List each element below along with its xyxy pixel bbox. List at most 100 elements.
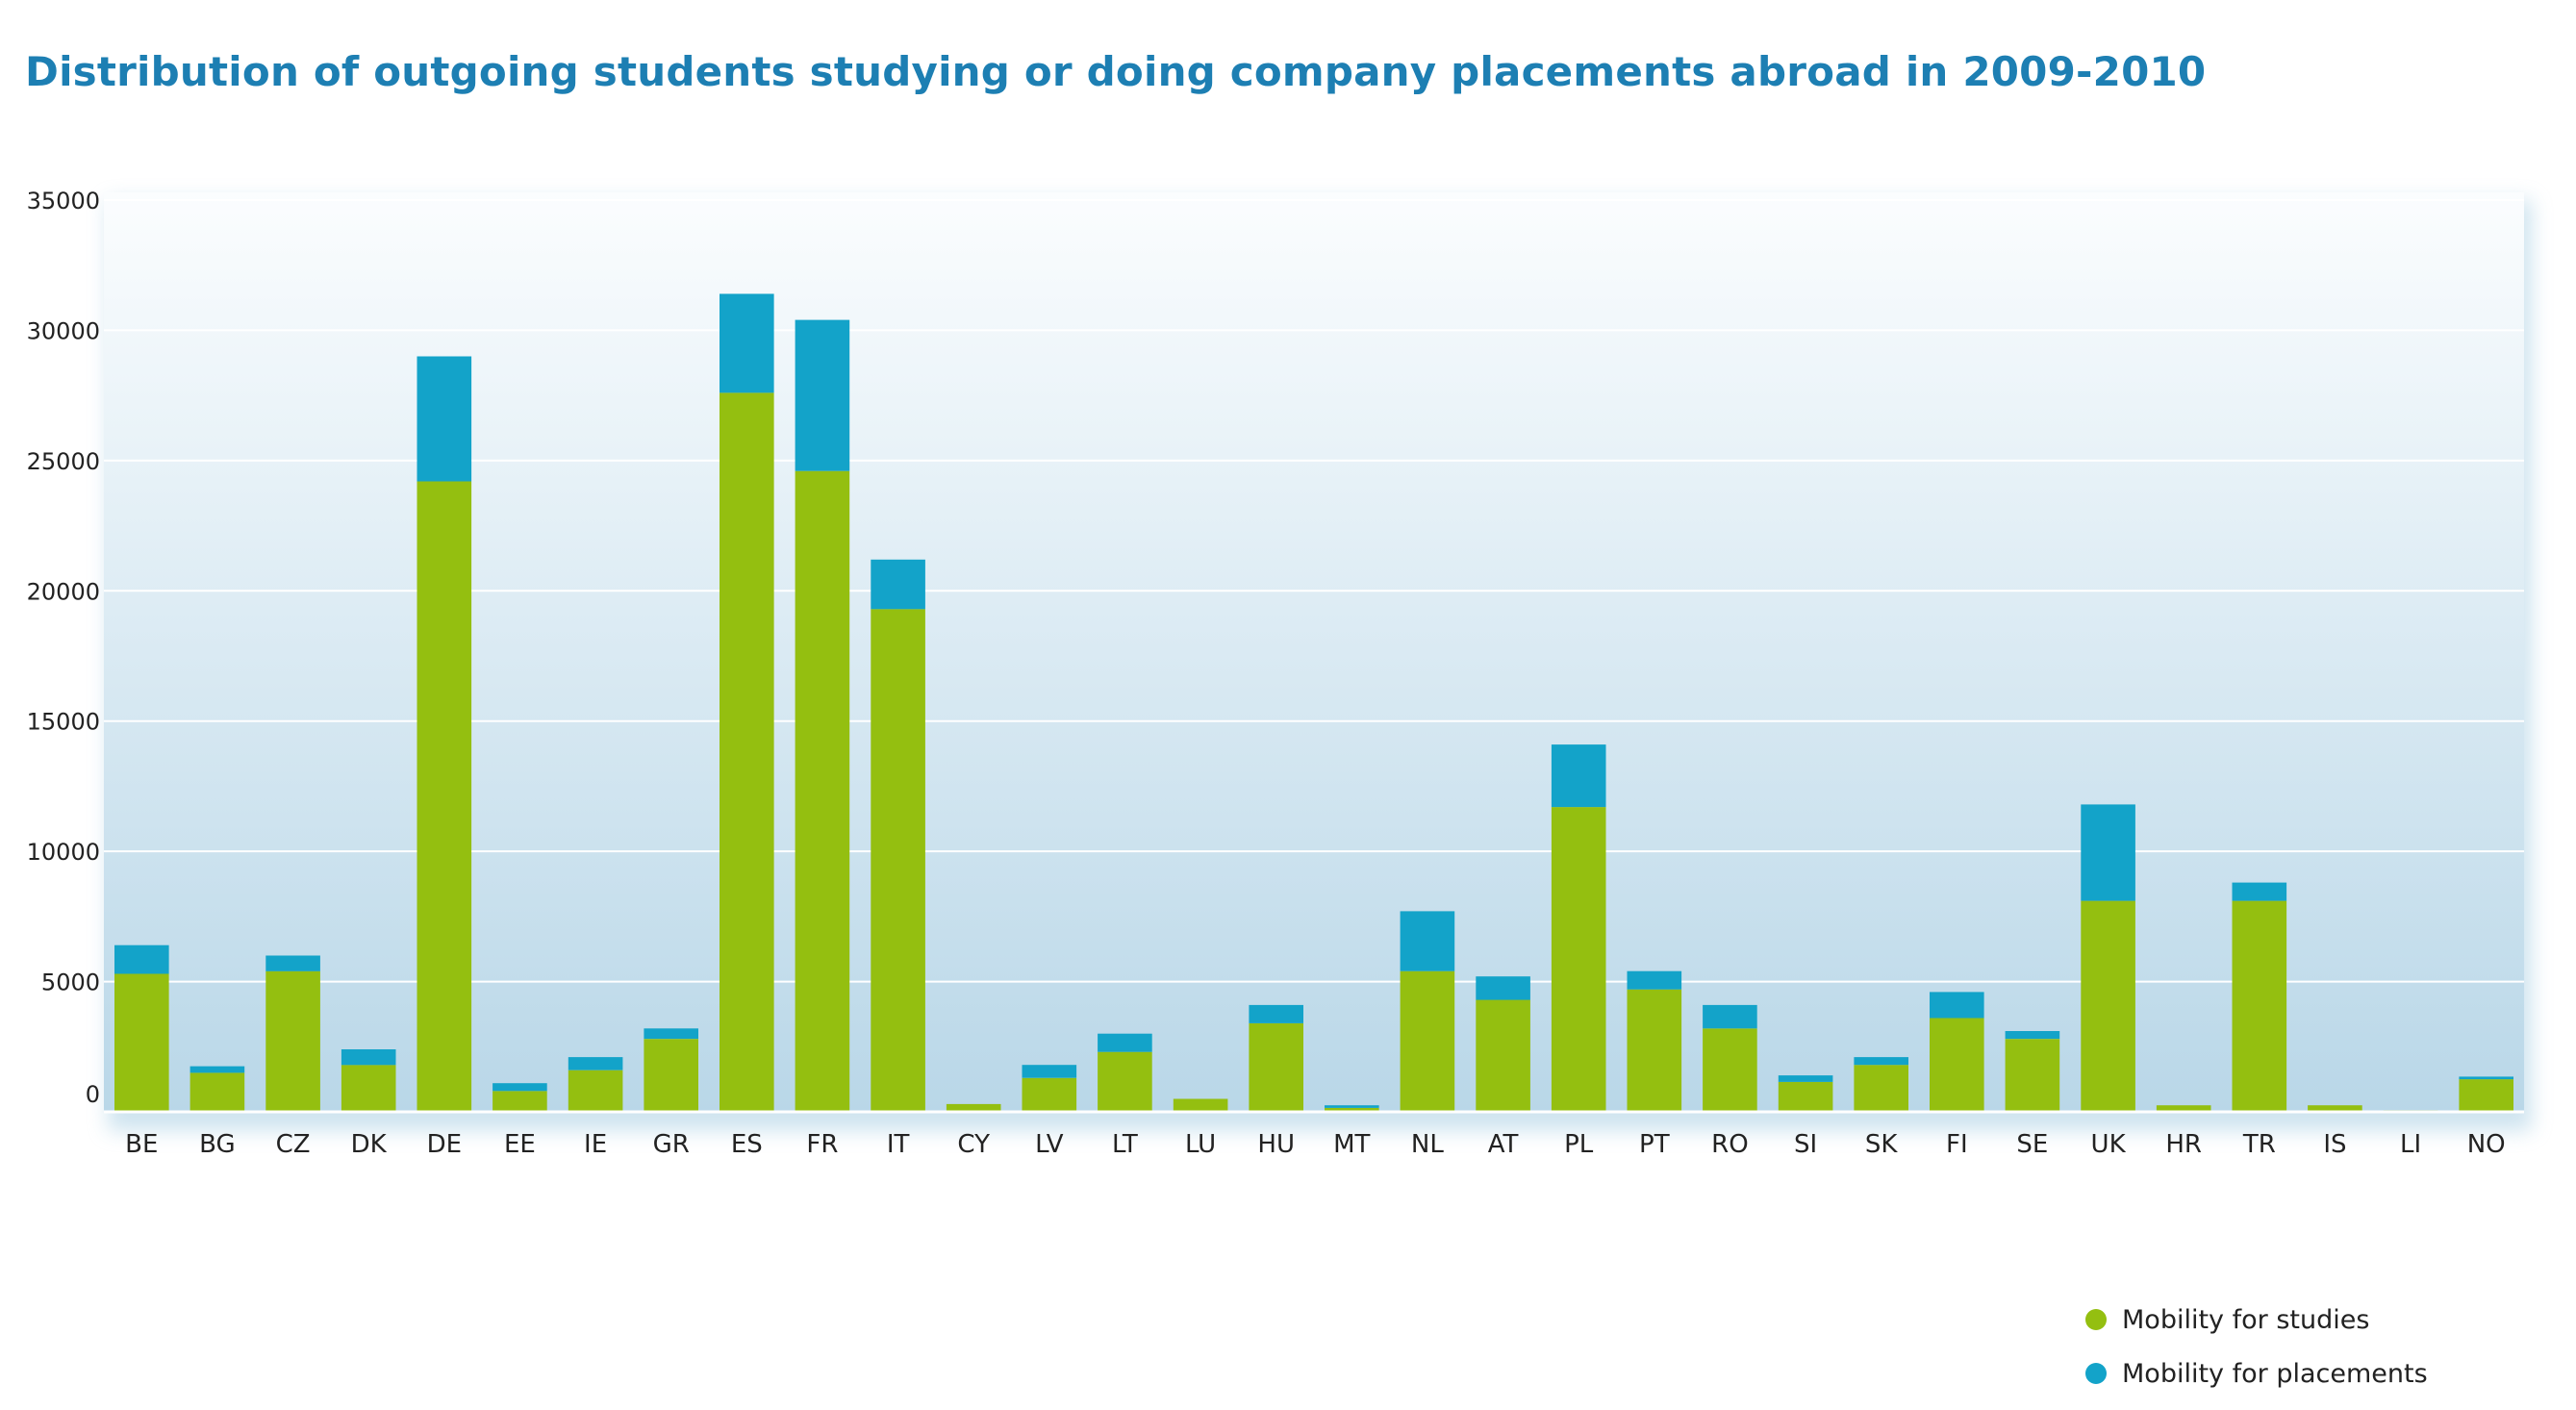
bar-se-placements	[2005, 1031, 2060, 1040]
x-tick-label-mt: MT	[1333, 1130, 1370, 1159]
bar-gr-placements	[644, 1028, 698, 1040]
y-tick-label: 5000	[41, 969, 100, 996]
bar-it-studies	[871, 609, 925, 1112]
x-tick-label-lt: LT	[1112, 1130, 1138, 1159]
bar-dk-studies	[341, 1065, 396, 1112]
bar-tr-placements	[2232, 882, 2287, 901]
bar-nl-placements	[1400, 911, 1455, 971]
x-tick-label-uk: UK	[2091, 1130, 2127, 1159]
bar-tr-studies	[2232, 900, 2287, 1112]
y-tick-label: 0	[86, 1081, 100, 1108]
bar-lt-placements	[1098, 1033, 1152, 1052]
bar-pt-studies	[1627, 989, 1682, 1112]
x-tick-label-tr: TR	[2242, 1130, 2276, 1159]
bar-be-studies	[114, 973, 169, 1112]
x-tick-label-gr: GR	[653, 1130, 690, 1159]
y-tick-label: 15000	[27, 709, 100, 736]
x-tick-label-fr: FR	[806, 1130, 838, 1159]
x-tick-label-dk: DK	[351, 1130, 388, 1159]
bar-hu-studies	[1249, 1022, 1303, 1112]
legend-item-studies: Mobility for studies	[2085, 1302, 2428, 1337]
bar-fr-studies	[795, 470, 850, 1112]
bar-uk-placements	[2081, 804, 2135, 901]
bar-de-studies	[417, 481, 472, 1112]
bar-no-placements	[2459, 1076, 2513, 1080]
bar-bg-studies	[189, 1072, 245, 1112]
x-tick-label-it: IT	[887, 1130, 910, 1159]
bar-cz-placements	[265, 955, 320, 971]
x-tick-label-ee: EE	[504, 1130, 536, 1159]
bar-is-studies	[2308, 1105, 2362, 1112]
bar-cy-studies	[946, 1103, 1001, 1112]
x-tick-label-cy: CY	[957, 1130, 990, 1159]
bar-no-studies	[2459, 1079, 2513, 1112]
bar-es-studies	[720, 392, 774, 1112]
x-tick-label-lv: LV	[1035, 1130, 1064, 1159]
y-tick-label: 25000	[27, 448, 100, 475]
bar-pt-placements	[1627, 970, 1682, 990]
bar-ie-placements	[568, 1057, 623, 1070]
bar-ro-studies	[1703, 1028, 1757, 1112]
x-tick-label-cz: CZ	[276, 1130, 311, 1159]
bar-uk-studies	[2081, 900, 2135, 1112]
x-tick-label-es: ES	[731, 1130, 763, 1159]
y-tick-label: 20000	[27, 578, 100, 605]
legend-dot-studies	[2085, 1309, 2107, 1330]
chart-title: Distribution of outgoing students studyi…	[25, 48, 2207, 95]
x-tick-label-se: SE	[2016, 1130, 2048, 1159]
bar-es-placements	[720, 293, 774, 393]
x-tick-label-hr: HR	[2165, 1130, 2202, 1159]
bar-ee-studies	[492, 1091, 547, 1112]
legend-dot-placements	[2085, 1363, 2107, 1384]
y-tick-label: 30000	[27, 317, 100, 344]
bar-gr-studies	[644, 1039, 698, 1112]
y-tick-label: 10000	[27, 839, 100, 866]
bar-sk-studies	[1854, 1065, 1908, 1112]
bar-be-placements	[114, 944, 169, 974]
bar-lt-studies	[1098, 1051, 1152, 1112]
x-tick-label-no: NO	[2467, 1130, 2506, 1159]
bar-fi-studies	[1930, 1018, 1984, 1112]
bar-si-studies	[1778, 1081, 1833, 1112]
x-tick-label-bg: BG	[199, 1130, 236, 1159]
bar-sk-placements	[1854, 1057, 1908, 1066]
legend-label-placements: Mobility for placements	[2122, 1358, 2428, 1389]
bar-mt-placements	[1325, 1105, 1379, 1108]
bar-bg-placements	[189, 1066, 245, 1073]
legend: Mobility for studies Mobility for placem…	[2085, 1302, 2428, 1410]
bar-it-placements	[871, 559, 925, 610]
x-tick-label-is: IS	[2323, 1130, 2346, 1159]
bar-ro-placements	[1703, 1004, 1757, 1029]
x-tick-label-lu: LU	[1185, 1130, 1216, 1159]
y-axis-ticks: 0 5000 10000 15000 20000 25000 30000 35000	[27, 188, 100, 1108]
bar-ee-placements	[492, 1083, 547, 1092]
x-tick-label-pl: PL	[1564, 1130, 1594, 1159]
legend-label-studies: Mobility for studies	[2122, 1304, 2370, 1335]
legend-item-placements: Mobility for placements	[2085, 1356, 2428, 1391]
bar-nl-studies	[1400, 970, 1455, 1112]
x-tick-label-fi: FI	[1946, 1130, 1968, 1159]
bars	[114, 293, 2513, 1112]
bar-lv-studies	[1022, 1077, 1077, 1112]
bar-at-placements	[1476, 976, 1530, 1000]
bar-si-placements	[1778, 1075, 1833, 1082]
x-tick-label-ie: IE	[584, 1130, 607, 1159]
bar-mt-studies	[1325, 1107, 1379, 1112]
y-tick-label: 35000	[27, 188, 100, 214]
x-tick-label-be: BE	[125, 1130, 158, 1159]
bar-lu-studies	[1173, 1098, 1228, 1112]
bar-fr-placements	[795, 319, 850, 471]
x-tick-label-li: LI	[2400, 1130, 2421, 1159]
bar-lv-placements	[1022, 1065, 1077, 1078]
x-tick-label-de: DE	[427, 1130, 462, 1159]
x-tick-label-si: SI	[1794, 1130, 1817, 1159]
bar-at-studies	[1476, 999, 1530, 1112]
bar-fi-placements	[1930, 992, 1984, 1019]
x-tick-label-ro: RO	[1711, 1130, 1749, 1159]
x-tick-label-nl: NL	[1411, 1130, 1444, 1159]
x-axis-ticks: BE BG CZ DK DE EE IE GR ES FR IT CY LV LT LU HU MT NL AT PL…	[125, 1130, 2505, 1159]
bar-hu-placements	[1249, 1004, 1303, 1023]
bar-se-studies	[2005, 1039, 2060, 1112]
x-tick-label-sk: SK	[1865, 1130, 1899, 1159]
